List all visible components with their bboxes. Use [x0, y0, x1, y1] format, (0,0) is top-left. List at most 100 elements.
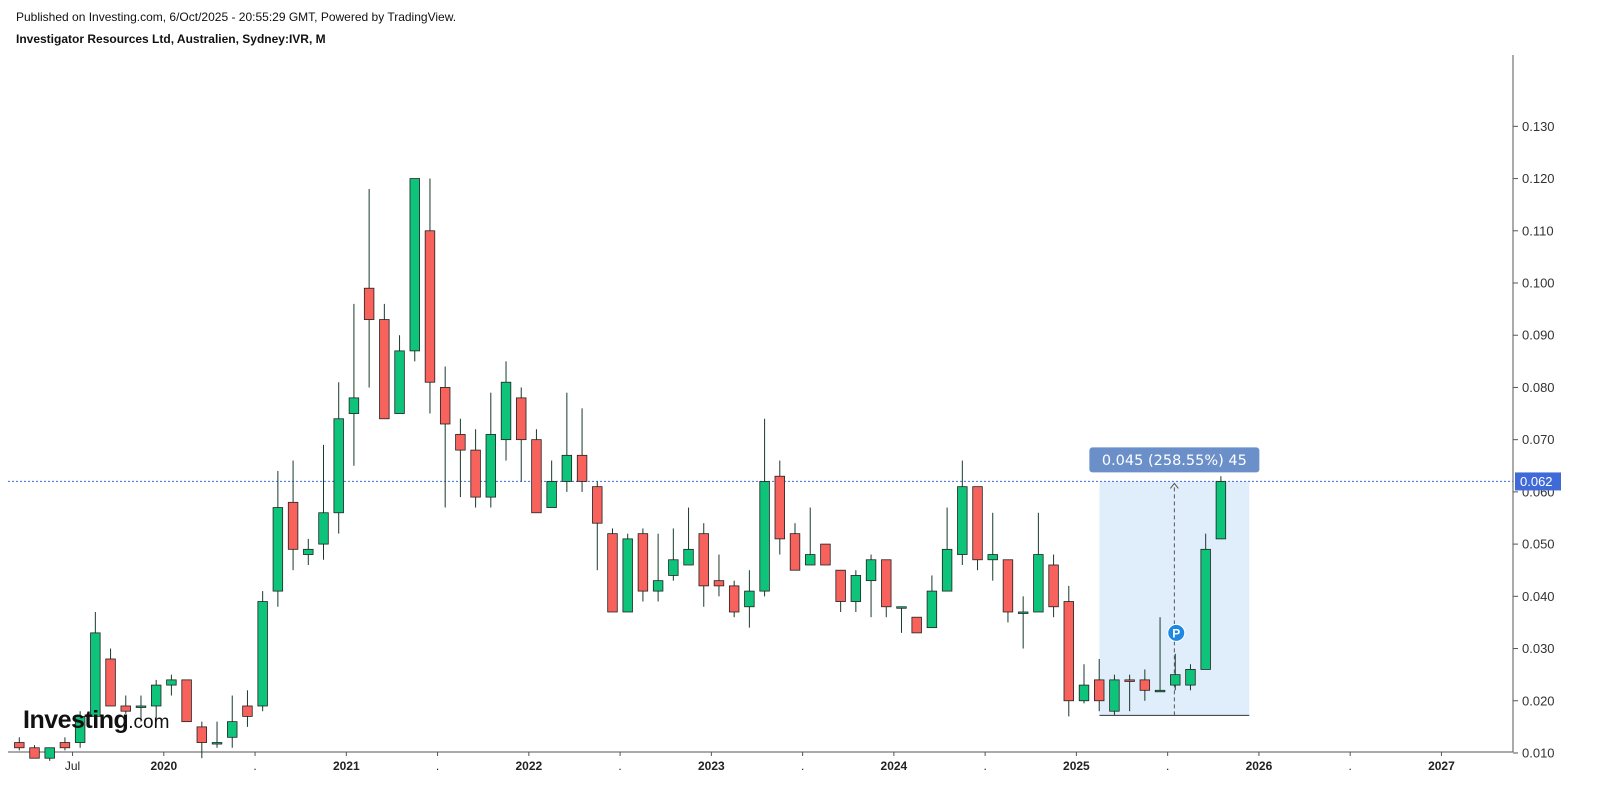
- candle-body: [181, 679, 192, 723]
- investing-logo: Investing.com: [23, 706, 169, 735]
- candle-body: [1048, 564, 1059, 608]
- x-tick-label: Jul: [65, 759, 80, 773]
- y-tick-label: 0.120: [1522, 171, 1555, 186]
- candle-body: [987, 554, 998, 561]
- candle-body: [668, 559, 679, 576]
- candle-body: [744, 590, 755, 608]
- x-tick-label: .: [1349, 759, 1352, 773]
- y-tick-label: 0.110: [1522, 223, 1554, 238]
- candle-body: [166, 679, 177, 686]
- candle-body: [318, 512, 329, 545]
- candle-body: [896, 606, 907, 609]
- measure-arrow-head: [1169, 482, 1179, 489]
- candle-body: [516, 397, 527, 441]
- y-tick-label: 0.030: [1522, 641, 1555, 656]
- candle-body: [1200, 548, 1211, 670]
- candle-body: [303, 548, 314, 555]
- x-tick-label: .: [983, 759, 986, 773]
- candle-body: [348, 397, 360, 414]
- x-tick-label: 2020: [150, 759, 177, 773]
- candle-body: [90, 632, 101, 717]
- candle-body: [972, 486, 983, 561]
- y-tick-label: 0.100: [1522, 276, 1555, 291]
- candle-body: [637, 533, 649, 592]
- x-tick-label: 2023: [698, 759, 725, 773]
- candle-body: [1002, 559, 1014, 613]
- published-line: Published on Investing.com, 6/Oct/2025 -…: [16, 10, 457, 24]
- candle-body: [1033, 554, 1044, 613]
- candle-body: [835, 569, 846, 602]
- candle-body: [14, 742, 25, 749]
- candle-body: [135, 705, 147, 708]
- candle-body: [774, 475, 786, 540]
- x-tick-label: 2024: [881, 759, 908, 773]
- candle-body: [576, 454, 588, 482]
- x-tick-label: .: [618, 759, 621, 773]
- candle-body: [455, 434, 466, 451]
- candle-body: [759, 481, 770, 592]
- candle-body: [470, 449, 481, 498]
- candle-body: [424, 230, 436, 383]
- candle-body: [287, 501, 299, 550]
- candle-body: [607, 533, 618, 613]
- candle-body: [44, 747, 55, 759]
- candle-body: [333, 418, 344, 514]
- x-tick-label: 2025: [1063, 759, 1090, 773]
- candle-body: [150, 684, 162, 707]
- x-tick-label: 2026: [1246, 759, 1273, 773]
- candle-body: [196, 726, 208, 743]
- candle-body: [242, 705, 253, 717]
- candle-body: [957, 486, 968, 555]
- y-tick-label: 0.080: [1522, 380, 1555, 395]
- candle-body: [211, 742, 223, 745]
- candle-body: [1215, 481, 1227, 540]
- candle-body: [1139, 679, 1151, 691]
- candle-body: [865, 559, 877, 582]
- candle-body: [531, 439, 542, 514]
- candle-body: [728, 585, 740, 613]
- last-price-tag: [1515, 472, 1561, 491]
- x-tick-label: 2027: [1428, 759, 1455, 773]
- candle-body: [1124, 679, 1135, 682]
- y-tick-label: 0.010: [1522, 745, 1555, 760]
- p-marker-icon: [1167, 623, 1186, 642]
- x-tick-label: 2022: [515, 759, 542, 773]
- candle-body: [272, 507, 284, 592]
- candle-body: [1063, 601, 1074, 702]
- candle-body: [820, 543, 831, 566]
- candle-body: [105, 658, 116, 707]
- x-tick-label: .: [253, 759, 256, 773]
- measure-label-box: [1089, 447, 1260, 473]
- y-tick-label: 0.050: [1522, 537, 1555, 552]
- candle-body: [592, 486, 603, 524]
- candle-body: [805, 554, 816, 566]
- candle-body: [546, 481, 557, 508]
- candle-body: [1094, 679, 1105, 702]
- candle-body: [683, 548, 694, 566]
- instrument-title: Investigator Resources Ltd, Australien, …: [16, 32, 326, 46]
- candle-body: [652, 580, 664, 592]
- candle-body: [941, 548, 953, 592]
- candle-body: [561, 454, 573, 482]
- candle-body: [698, 533, 709, 587]
- y-tick-label: 0.090: [1522, 328, 1555, 343]
- candle-body: [789, 533, 801, 571]
- candle-body: [622, 538, 633, 613]
- logo-suffix: .com: [128, 712, 170, 733]
- candle-body: [439, 387, 451, 425]
- candle-body: [926, 590, 938, 629]
- y-tick-label: 0.040: [1522, 589, 1555, 604]
- last-price-tag-label: 0.062: [1520, 474, 1553, 489]
- candle-body: [394, 350, 405, 414]
- candle-body: [500, 381, 512, 441]
- x-tick-label: .: [436, 759, 439, 773]
- candle-body: [379, 319, 390, 420]
- logo-text: Investing: [23, 706, 129, 734]
- candle-body: [363, 287, 375, 320]
- candle-body: [1170, 674, 1181, 686]
- candle-body: [485, 434, 497, 498]
- x-tick-label: .: [1166, 759, 1169, 773]
- candle-body: [1154, 689, 1166, 693]
- candle-body: [1078, 684, 1090, 702]
